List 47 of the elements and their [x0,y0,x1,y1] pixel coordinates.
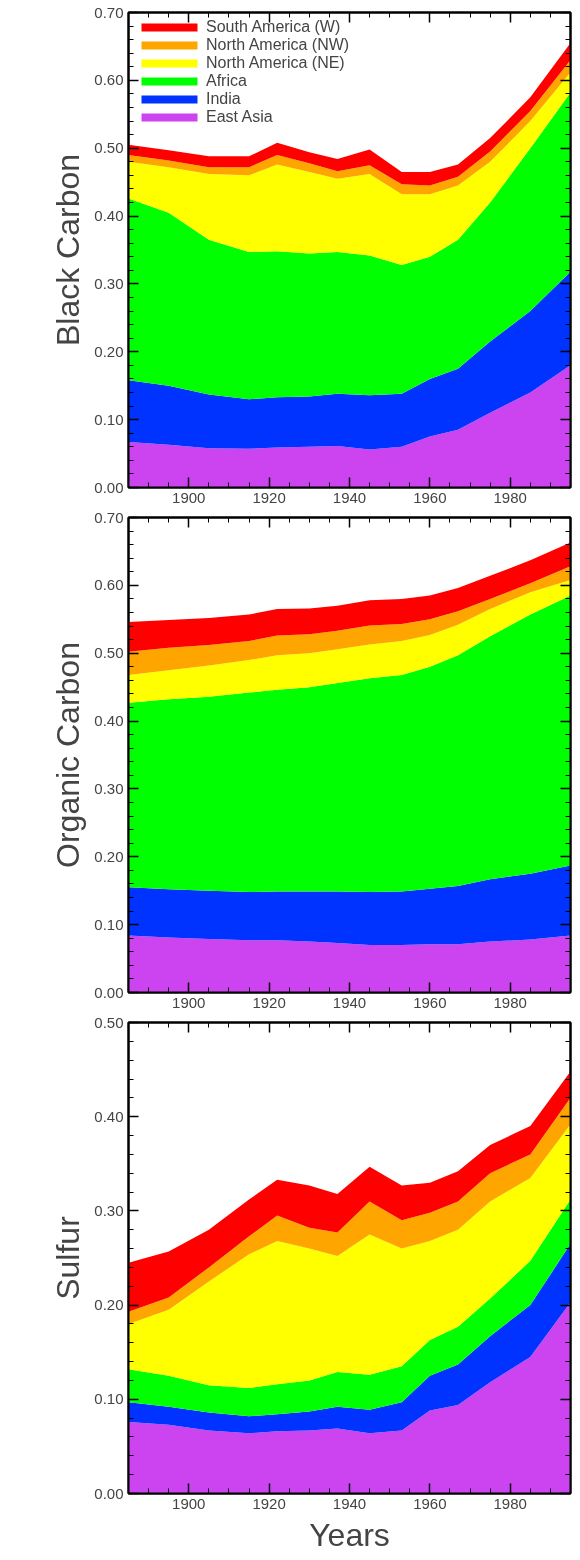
y-tick-label: 0.50 [94,139,124,157]
x-tick-label: 1900 [172,1494,206,1512]
y-tick-label: 0.60 [94,71,124,89]
y-tick-label: 0.10 [94,915,124,933]
y-tick-label: 0.30 [94,1201,124,1219]
y-tick-label: 0.40 [94,1107,124,1125]
x-tick-label: 1980 [493,488,527,506]
y-axis-title: Organic Carbon [50,642,87,868]
x-tick-label: 1940 [332,1494,367,1512]
y-tick-label: 0.40 [94,207,124,225]
x-tick-label: 1980 [493,1494,527,1512]
y-tick-label: 0.40 [94,712,124,730]
y-axis-title: Black Carbon [50,153,87,347]
y-tick-label: 0.30 [94,274,124,292]
y-tick-label: 0.20 [94,342,124,360]
x-tick-label: 1940 [332,488,367,506]
x-tick-label: 1920 [252,1494,286,1512]
legend-label: East Asia [206,108,273,126]
x-tick-label: 1980 [493,993,527,1011]
legend-label: North America (NE) [206,54,345,72]
y-axis-title: Sulfur [50,1215,87,1300]
legend-label: India [206,90,241,108]
y-tick-label: 0.60 [94,576,124,594]
x-tick-label: 1920 [252,488,286,506]
x-tick-label: 1900 [172,488,206,506]
x-tick-label: 1920 [252,993,286,1011]
x-axis-title: Years [309,1516,390,1553]
y-tick-label: 0.00 [94,983,124,1001]
x-tick-label: 1940 [332,993,367,1011]
legend-label: South America (W) [206,18,341,36]
y-tick-label: 0.20 [94,1296,124,1314]
legend-label: Africa [206,72,247,90]
y-tick-label: 0.50 [94,644,124,662]
x-tick-label: 1900 [172,993,206,1011]
y-tick-label: 0.50 [94,1013,124,1031]
x-tick-label: 1960 [413,1494,447,1512]
y-tick-label: 0.00 [94,1484,124,1502]
y-tick-label: 0.70 [94,3,124,21]
y-tick-label: 0.30 [94,779,124,797]
legend-label: North America (NW) [206,36,350,54]
y-tick-label: 0.00 [94,478,124,496]
y-tick-label: 0.10 [94,410,124,428]
y-tick-label: 0.70 [94,508,124,526]
x-tick-label: 1960 [413,993,447,1011]
y-tick-label: 0.20 [94,847,124,865]
y-tick-label: 0.10 [94,1390,124,1408]
x-tick-label: 1960 [413,488,447,506]
